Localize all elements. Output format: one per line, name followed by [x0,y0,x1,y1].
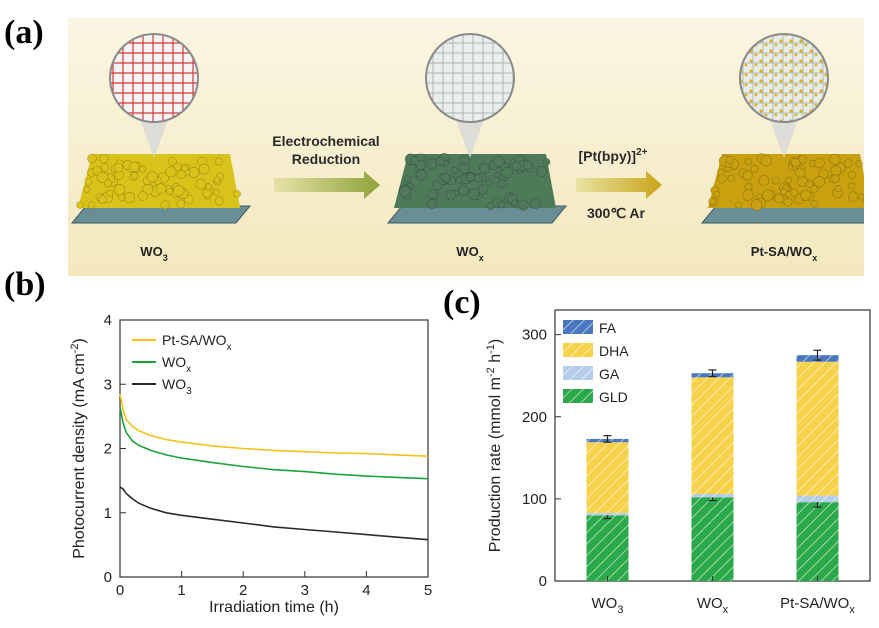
material-label: WOx [456,244,483,263]
legend-label: GLD [599,389,628,405]
zoom-cone [140,120,168,158]
x-tick-label: Pt-SA/WOx [780,595,855,616]
series-line-3 [119,486,429,541]
panel-label-c: (c) [443,284,481,321]
series-line-2 [119,406,429,480]
legend-label: Pt-SA/WOx [162,332,232,353]
y-tick-label: 3 [104,376,112,393]
x-axis-label: Irradiation time (h) [209,599,339,616]
step2-line2: 300℃ Ar [587,205,646,221]
legend-label: WOx [162,354,191,375]
legend-label: GA [599,366,620,382]
y-tick-label: 100 [522,491,547,508]
y-tick-label: 0 [539,573,547,590]
material-1: WO3 [70,33,252,263]
material-3: Pt-SA/WOx [700,33,864,263]
legend-label: WO3 [162,376,192,397]
x-tick-label: 5 [424,582,432,599]
material-label: WO3 [140,244,167,263]
substrate [70,205,252,224]
substrate [386,205,568,224]
zoom-circle [109,33,199,123]
panel-label-a: (a) [4,14,44,51]
y-axis-label: Production rate (mmol m-2 h-1) [485,339,504,552]
x-tick-label: 4 [362,582,370,599]
chart-b-photocurrent: 0 1 2 3 4 5 0 1 2 3 4 Irradiation time (h) Photocurr… [69,312,432,616]
x-tick-label: 2 [239,582,247,599]
series-line-1 [119,393,429,457]
step1-line1: Electrochemical [272,133,379,149]
y-tick-label: 4 [104,312,112,329]
y-tick-label: 1 [104,505,112,522]
material-2: WOx [386,33,568,263]
step2-line1: [Pt(bpy)]2+ [579,147,648,164]
y-tick-label: 200 [522,409,547,426]
zoom-circle [739,33,829,123]
arrow-reduction: Electrochemical Reduction [272,133,380,199]
panel-label-b: (b) [4,266,46,303]
y-axis-label: Photocurrent density (mA cm-2) [69,338,88,559]
x-tick-label: 3 [301,582,309,599]
zoom-circle [425,33,515,123]
legend-label: FA [599,320,617,336]
material-label: Pt-SA/WOx [751,244,817,263]
chart-c-production-rate: 0 100 200 300 Production rate (mmol m-2 h-1)… [485,309,871,616]
schematic-illustration: WO3 WOx Pt-SA/WOx Electrochemical Reductio… [68,18,864,276]
zoom-cone [770,120,798,158]
step1-line2: Reduction [292,151,360,167]
x-tick-label: WOx [697,595,729,616]
y-tick-label: 2 [104,441,112,458]
legend-label: DHA [599,343,629,359]
x-tick-label: WO3 [592,595,624,616]
y-tick-label: 0 [104,569,112,586]
substrate [700,205,864,224]
arrow-pt-loading: [Pt(bpy)]2+ 300℃ Ar [576,147,662,221]
x-tick-label: 1 [177,582,185,599]
zoom-cone [456,120,484,158]
y-tick-label: 300 [522,327,547,344]
x-tick-label: 0 [116,582,124,599]
